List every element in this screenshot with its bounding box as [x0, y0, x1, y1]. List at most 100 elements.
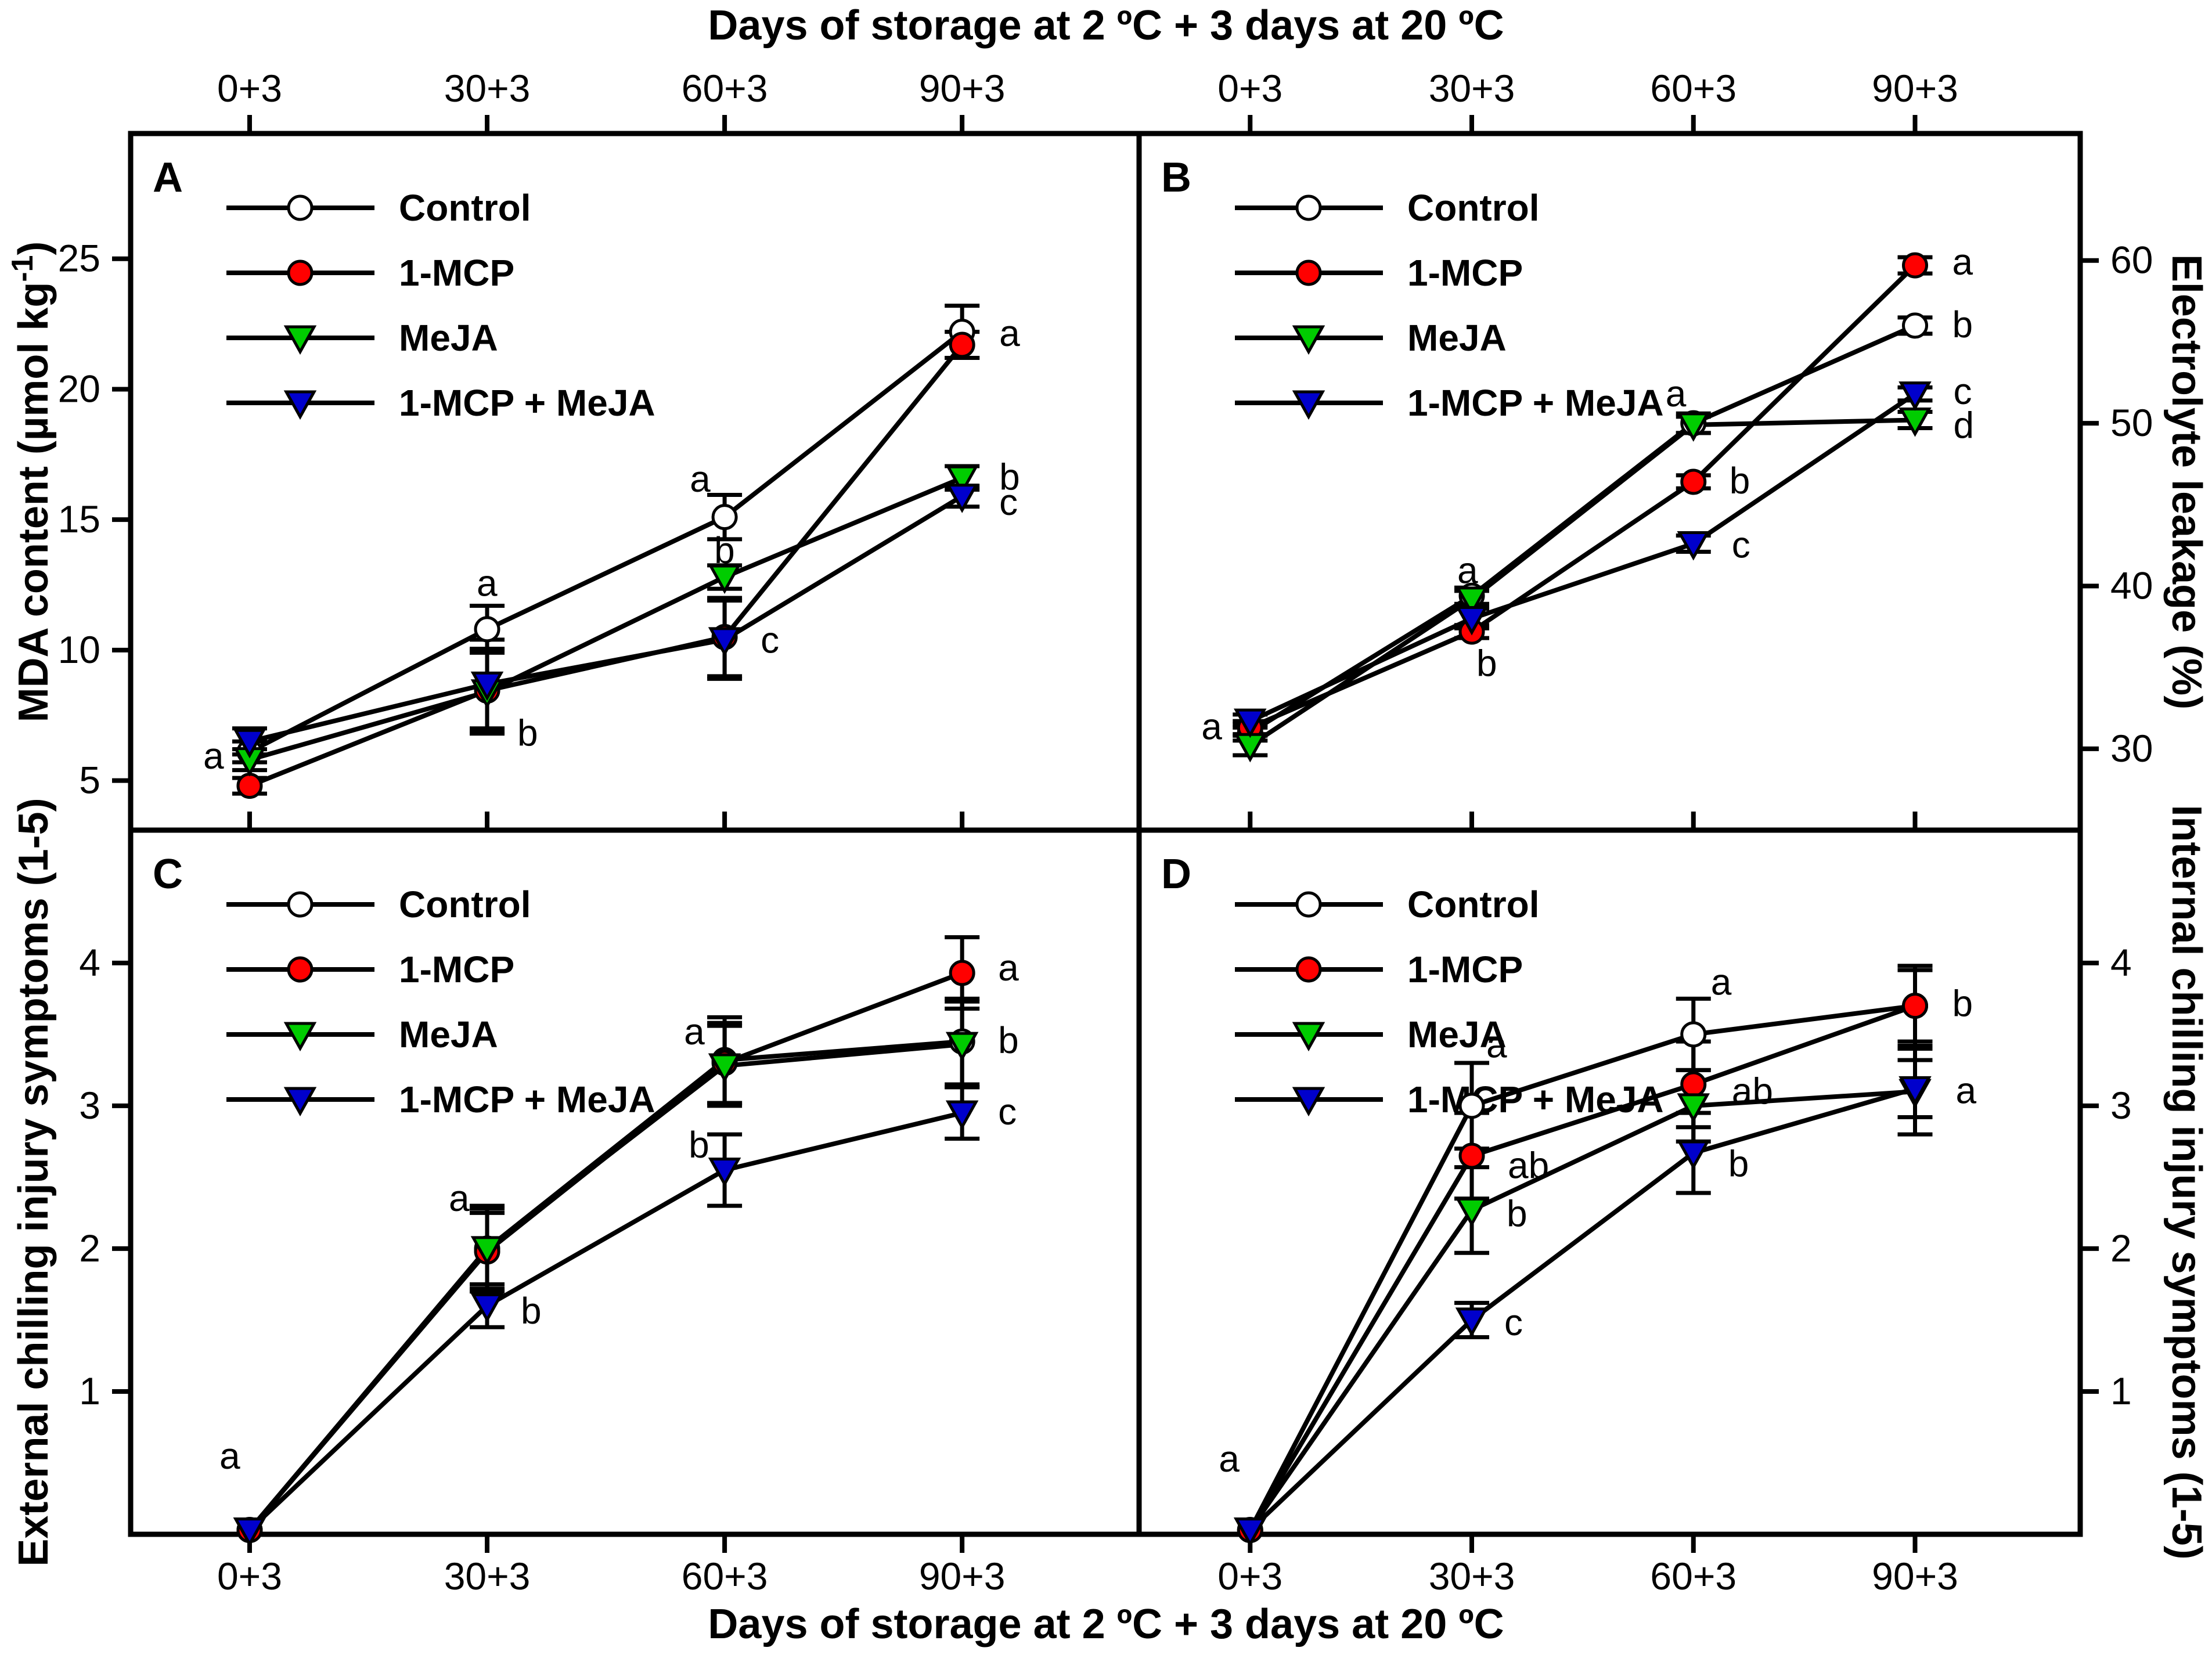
legend-label: 1-MCP + MeJA	[399, 1079, 655, 1120]
series-control	[1233, 315, 1933, 743]
significance-letter: b	[1476, 642, 1497, 684]
series-markers-control	[1237, 993, 1929, 1544]
data-point-marker	[1458, 1093, 1485, 1119]
series-1-mcp	[1248, 968, 1933, 1531]
x-tick-label-bottom: 0+3	[217, 1555, 282, 1598]
legend-item: MeJA	[1235, 1014, 1507, 1055]
data-point-marker	[233, 1517, 266, 1547]
data-point-marker	[1902, 312, 1929, 339]
y-tick-label: 20	[58, 367, 100, 410]
data-point-marker	[708, 1053, 741, 1083]
significance-letter: a	[1457, 550, 1478, 592]
significance-letter: b	[1728, 1142, 1749, 1184]
x-tick-label-top: 30+3	[1429, 67, 1515, 110]
data-point-marker	[1234, 708, 1267, 738]
y-tick-label: 2	[2110, 1227, 2132, 1270]
x-tick-label-top: 0+3	[217, 67, 282, 110]
data-point-marker	[945, 484, 979, 513]
legend-item: 1-MCP + MeJA	[1235, 382, 1664, 424]
data-point-marker	[1295, 891, 1322, 918]
data-point-marker	[287, 891, 314, 918]
data-point-marker	[283, 1022, 317, 1052]
x-tick-label-bottom: 30+3	[1429, 1555, 1515, 1598]
data-point-marker	[1898, 1076, 1932, 1106]
legend-item: 1-MCP	[1235, 252, 1523, 294]
series-markers-1-mcp-meja	[233, 484, 979, 759]
significance-letter: a	[690, 458, 711, 500]
significance-letter: a	[684, 1011, 705, 1052]
y-axis-title-A: MDA content (µmol kg-1)	[5, 241, 57, 723]
significance-letter: ab	[1732, 1070, 1773, 1112]
x-tick-label-bottom: 30+3	[444, 1555, 531, 1598]
legend-item: Control	[1235, 187, 1540, 229]
x-tick-label-top: 30+3	[444, 67, 531, 110]
x-tick-label-top: 0+3	[1217, 67, 1282, 110]
legend-item: MeJA	[226, 317, 498, 359]
significance-letter: b	[1952, 983, 1973, 1025]
y-axis-title-D: Internal chilling injury symptoms (1-5)	[2163, 805, 2210, 1559]
legend-label: 1-MCP	[1407, 252, 1523, 294]
y-tick-label: 25	[58, 237, 100, 280]
data-point-marker	[287, 956, 314, 983]
data-point-marker	[283, 390, 317, 420]
panel-letter-D: D	[1161, 851, 1191, 897]
legend-item: 1-MCP	[1235, 949, 1523, 990]
significance-letter: a	[1666, 373, 1687, 414]
legend-label: 1-MCP	[1407, 949, 1523, 990]
x-tick-label-bottom: 90+3	[1872, 1555, 1958, 1598]
significance-letter: a	[219, 1435, 240, 1477]
series-markers-meja	[1234, 1079, 1932, 1547]
legend-label: MeJA	[399, 1014, 498, 1055]
y-tick-label: 10	[58, 628, 100, 671]
data-point-marker	[1295, 259, 1322, 286]
significance-letter: c	[998, 1091, 1017, 1133]
series-control	[1248, 964, 1933, 1531]
series-markers-meja	[1234, 407, 1932, 763]
data-point-marker	[1680, 468, 1707, 495]
significance-letter: b	[1730, 460, 1750, 502]
significance-letter: a	[1956, 1069, 1977, 1111]
panel-letter-B: B	[1161, 154, 1191, 201]
significance-letter: b	[999, 456, 1020, 497]
data-point-marker	[1680, 1021, 1707, 1048]
y-tick-label: 3	[79, 1084, 100, 1127]
series-line	[1248, 1003, 1916, 1531]
significance-letter: b	[1952, 304, 1973, 345]
series-line	[249, 494, 964, 744]
data-point-marker	[708, 1158, 741, 1187]
data-point-marker	[474, 616, 500, 643]
y-tick-label: 5	[79, 759, 100, 802]
series-meja	[1248, 1046, 1933, 1531]
data-point-marker	[1677, 1093, 1710, 1123]
significance-letter: b	[1507, 1192, 1527, 1234]
data-point-marker	[470, 1293, 504, 1323]
panel-D: 1 2 3 4 0+3 30+3 60+3 90+3 Internal chilling inj…	[1161, 805, 2210, 1598]
series-control	[232, 304, 980, 765]
legend-item: MeJA	[226, 1014, 498, 1055]
significance-letter: c	[999, 481, 1018, 523]
data-point-marker	[1292, 1087, 1325, 1117]
panel-border-C	[128, 827, 1142, 1537]
data-point-marker	[945, 465, 979, 495]
data-point-marker	[949, 331, 975, 358]
panel-letter-C: C	[153, 851, 183, 897]
significance-letter: a	[1952, 241, 1973, 283]
series-markers-meja	[233, 465, 979, 777]
series-line	[1248, 1089, 1915, 1531]
significance-letter: d	[1954, 404, 1975, 446]
panel-letter-A: A	[153, 154, 183, 201]
series-line	[1249, 392, 1916, 723]
series-markers-1-mcp	[1237, 252, 1929, 741]
data-point-marker	[949, 960, 975, 986]
legend-label: MeJA	[399, 317, 498, 359]
series-markers-1-mcp	[1237, 993, 1929, 1544]
y-tick-label: 2	[79, 1227, 100, 1270]
legend-label: Control	[399, 187, 531, 229]
significance-letter: a	[998, 947, 1019, 989]
data-point-marker	[711, 504, 738, 531]
series-1-mcp-meja	[1248, 1058, 1933, 1532]
